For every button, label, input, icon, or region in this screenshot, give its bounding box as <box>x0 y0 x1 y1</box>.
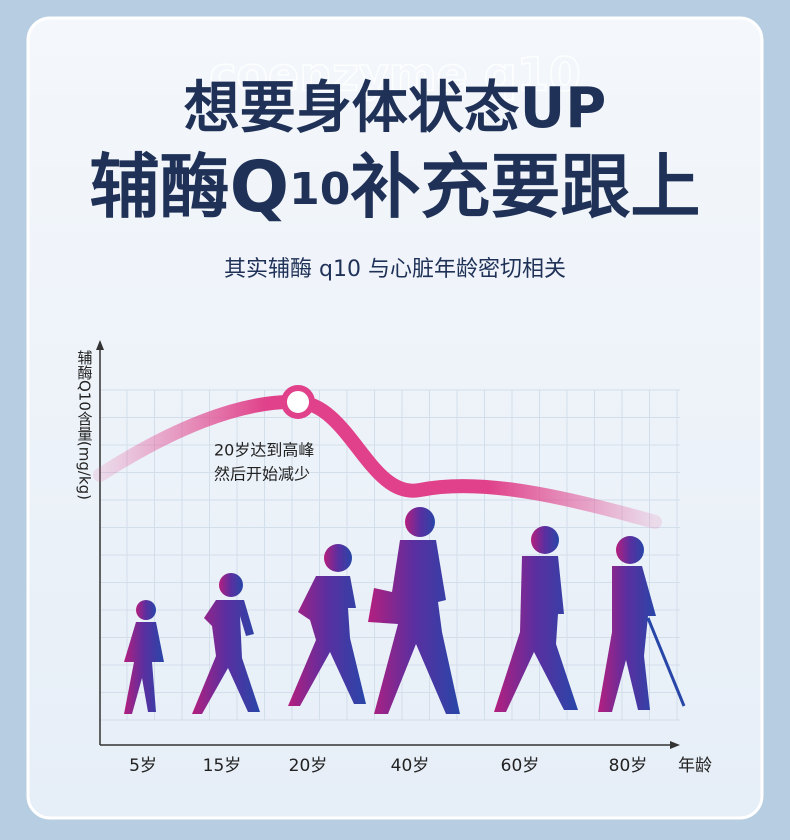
child <box>124 600 164 714</box>
teen <box>288 544 366 706</box>
subtitle: 其实辅酶 q10 与心脏年龄密切相关 <box>224 257 566 282</box>
title-line2: 辅酶Q10补充要跟上 <box>90 146 701 228</box>
senior <box>494 526 578 712</box>
x-tick-label: 60岁 <box>501 756 540 776</box>
annotation: 然后开始减少 <box>214 465 310 484</box>
title-part: 补充要跟上 <box>350 146 700 228</box>
trend-curve <box>93 394 662 529</box>
y-axis-label: 辅酶Q10含量(mg/kg) <box>76 350 94 500</box>
title-part: Q <box>230 146 290 228</box>
elder <box>598 536 686 712</box>
silhouettes <box>124 507 686 714</box>
title-part: 10 <box>289 164 350 215</box>
x-tick-label: 15岁 <box>203 756 242 776</box>
title-part: 辅酶 <box>90 146 230 228</box>
annotation: 20岁达到高峰 <box>214 441 314 460</box>
adult <box>368 507 460 714</box>
watermark: coenzyme q10 <box>209 48 581 102</box>
x-tick-label: 40岁 <box>391 756 430 776</box>
boy <box>192 573 260 714</box>
peak-marker <box>281 385 315 419</box>
x-axis-label: 年龄 <box>678 756 712 776</box>
x-tick-label: 20岁 <box>289 756 328 776</box>
title-line1: 想要身体状态UP <box>184 76 607 141</box>
x-tick-label: 5岁 <box>129 756 157 776</box>
x-tick-label: 80岁 <box>609 756 648 776</box>
y-arrow <box>96 340 104 350</box>
x-arrow <box>670 741 680 749</box>
